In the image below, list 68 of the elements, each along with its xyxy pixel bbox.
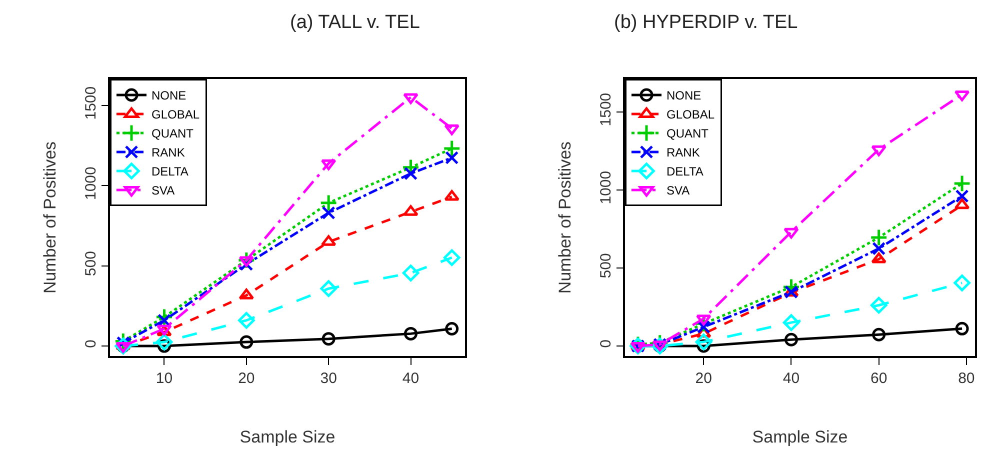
point [871,145,886,156]
y-axis-title: Number of Positives [40,141,60,294]
y-tick-label: 1500 [597,92,614,126]
point [870,296,888,314]
point [404,166,418,180]
point [445,151,459,165]
y-tick-label: 500 [597,253,614,278]
x-tick-label: 80 [958,370,975,387]
point [403,93,418,104]
x-axis-title: Sample Size [240,428,336,447]
legend-label: QUANT [666,126,710,141]
point [320,159,336,170]
point [784,332,798,346]
x-tick-label: 60 [870,370,888,387]
point [955,189,969,203]
y-tick-label: 0 [597,340,614,348]
point [322,206,336,220]
y-tick-label: 500 [82,251,100,276]
legend-label: DELTA [666,164,704,179]
point [784,228,799,239]
y-tick-label: 0 [82,340,100,348]
point [402,264,420,282]
x-axis-title: Sample Size [752,428,848,447]
legend-label: NONE [666,88,702,103]
y-axis-title: Number of Positives [555,141,574,294]
chart-title: (a) TALL v. TEL [290,12,420,33]
point [955,322,969,336]
point [443,249,460,266]
point [696,314,712,326]
point [403,205,418,216]
point [872,242,886,256]
y-tick-label: 1000 [597,170,614,204]
legend-label: GLOBAL [666,108,715,122]
x-tick-label: 40 [402,370,420,387]
point [322,332,336,346]
point [782,314,800,331]
point [953,174,971,192]
legend-label: RANK [152,146,185,160]
x-tick-label: 10 [156,370,173,387]
legend-label: GLOBAL [152,108,200,122]
point [954,90,970,102]
point [870,228,888,246]
point [320,194,338,212]
legend-label: QUANT [152,126,194,141]
y-tick-label: 1000 [82,166,100,200]
legend-label: DELTA [152,164,188,179]
x-tick-label: 20 [695,370,712,387]
point [695,334,712,350]
legend-label: NONE [152,88,186,103]
point [444,190,460,201]
point [404,326,418,340]
x-tick-label: 30 [320,370,337,387]
legend-label: SVA [666,184,690,198]
y-tick-label: 1500 [82,86,100,120]
point [445,322,459,336]
legend-label: RANK [666,146,700,160]
point [954,274,970,292]
point [872,328,886,342]
point [444,124,460,136]
point [240,335,254,349]
legend-label: SVA [152,184,175,198]
point [320,280,337,297]
point [442,140,461,158]
point [156,334,173,350]
x-tick-label: 20 [238,370,255,387]
point [238,312,255,329]
x-tick-label: 40 [782,370,800,387]
chart-title: (b) HYPERDIP v. TEL [614,12,798,33]
